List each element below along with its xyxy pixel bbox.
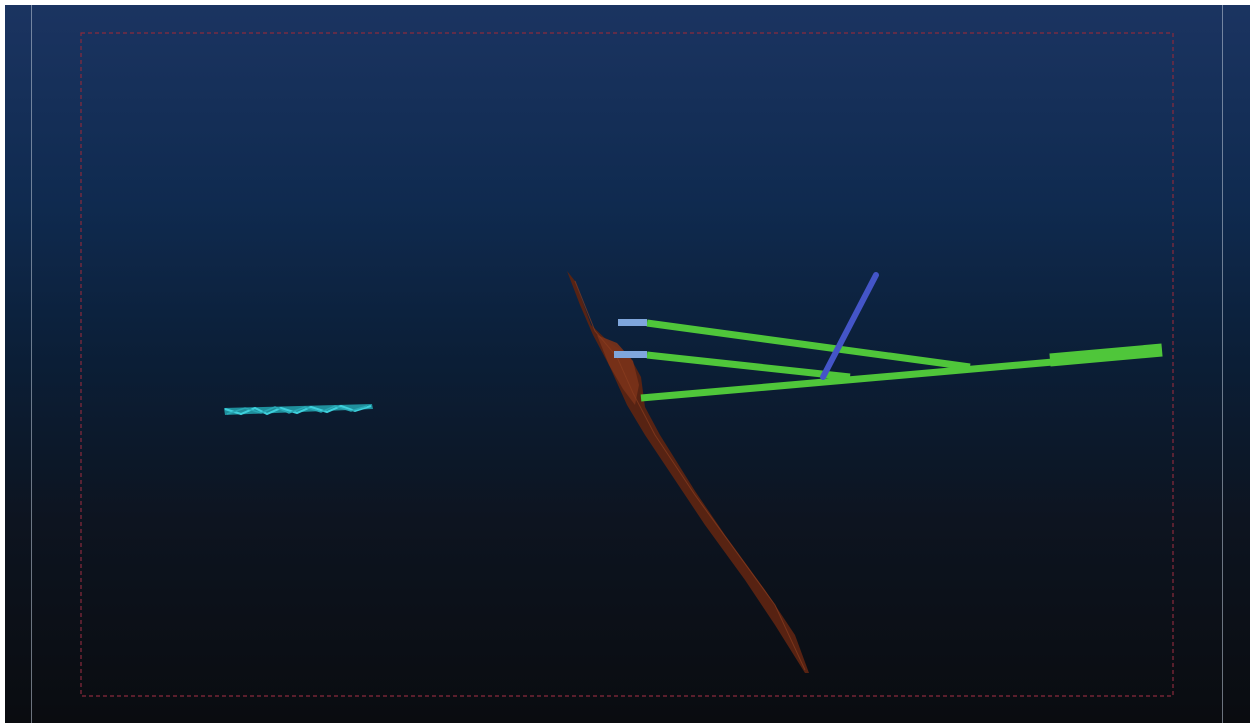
drillhole-collar-upper[interactable] — [618, 319, 647, 326]
green-drillhole-thick-end[interactable] — [1049, 343, 1163, 367]
viewport-left-edge — [31, 5, 32, 723]
view-frame — [80, 32, 1174, 697]
scene-canvas[interactable] — [5, 5, 1250, 723]
blue-drillhole[interactable] — [820, 272, 879, 380]
viewport-right-edge — [1222, 5, 1223, 723]
green-drillhole-lower[interactable] — [640, 358, 1054, 402]
green-drillhole-middle[interactable] — [646, 351, 851, 381]
3d-viewport[interactable] — [5, 5, 1250, 723]
drillhole-collar-middle[interactable] — [614, 351, 647, 358]
green-drillholes[interactable] — [640, 319, 1163, 402]
green-drillhole-upper[interactable] — [646, 319, 971, 371]
cyan-vein-object[interactable] — [224, 404, 373, 416]
brown-fault-surface[interactable] — [567, 271, 809, 673]
